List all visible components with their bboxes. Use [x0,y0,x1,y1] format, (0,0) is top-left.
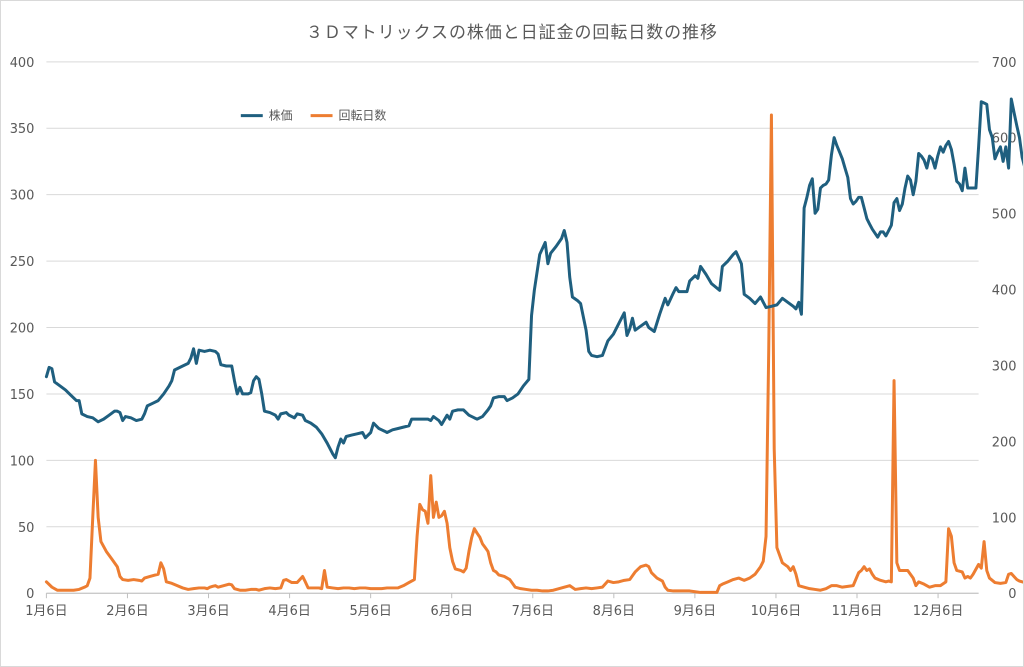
x-tick-label: 8月6日 [593,604,635,619]
series-line-price [46,99,1024,458]
x-tick-label: 6月6日 [431,604,473,619]
x-tick-label: 12月6日 [913,604,964,619]
chart-title: ３Ｄマトリックスの株価と日証金の回転日数の推移 [306,22,718,42]
x-tick-label: 5月6日 [349,604,391,619]
x-tick-label: 10月6日 [751,604,802,619]
left-tick-label: 350 [10,122,35,137]
series-layer [46,99,1024,592]
right-tick-label: 600 [992,132,1017,147]
right-tick-label: 500 [992,208,1017,223]
left-tick-label: 400 [10,56,35,71]
grid-lines [46,62,978,593]
right-tick-label: 0 [1008,587,1016,602]
x-tick-label: 2月6日 [106,604,148,619]
left-tick-label: 250 [10,255,35,270]
right-tick-label: 200 [992,435,1017,450]
left-tick-label: 0 [26,587,34,602]
right-tick-label: 100 [992,511,1017,526]
x-tick-label: 11月6日 [832,604,883,619]
right-tick-label: 400 [992,284,1017,299]
legend-label-turnover: 回転日数 [339,108,387,123]
right-tick-label: 300 [992,359,1017,374]
left-tick-label: 300 [10,189,35,204]
right-tick-label: 700 [992,56,1017,71]
x-tick-label: 4月6日 [268,604,310,619]
right-axis-ticks: 0 100 200 300 400 500 600 700 [992,56,1017,602]
legend-label-price: 株価 [269,108,293,123]
x-tick-label: 9月6日 [674,604,716,619]
left-tick-label: 200 [10,322,35,337]
left-axis-ticks: 0 50 100 150 200 250 300 350 400 [10,56,35,602]
left-tick-label: 50 [18,521,34,536]
left-tick-label: 150 [10,388,35,403]
legend: 株価 回転日数 [241,108,387,123]
x-tick-label: 7月6日 [512,604,554,619]
left-tick-label: 100 [10,454,35,469]
x-tick-label: 3月6日 [187,604,229,619]
x-axis-ticks: 1月6日 2月6日 3月6日 4月6日 5月6日 6月6日 7月6日 8月6日 9月6日 10月6… [25,593,963,619]
x-tick-label: 1月6日 [25,604,67,619]
